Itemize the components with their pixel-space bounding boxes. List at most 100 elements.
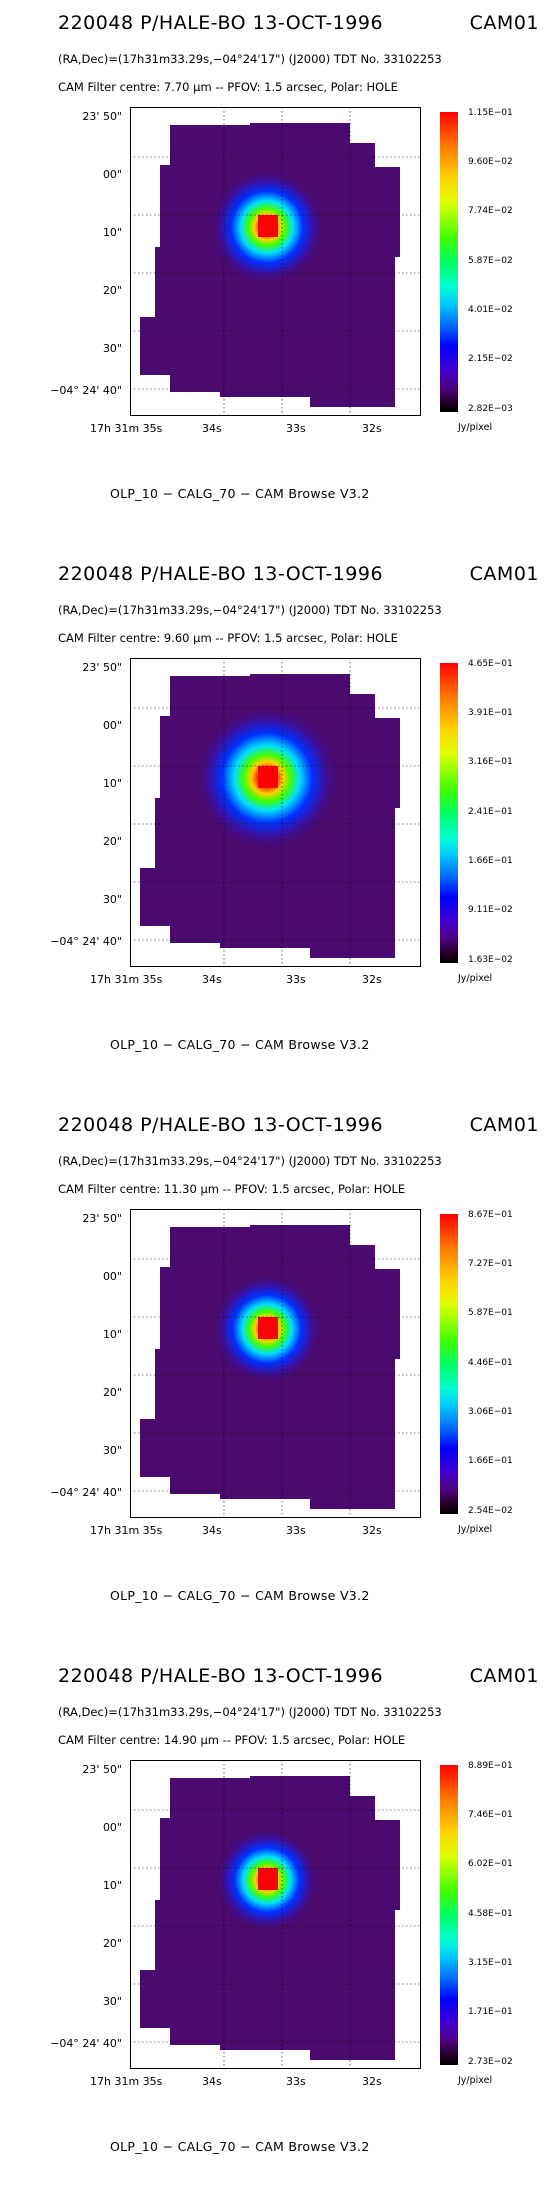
panel-title: 220048 P/HALE-BO 13-OCT-1996 bbox=[58, 1114, 384, 1136]
colorbar-tick: 4.01E−02 bbox=[468, 305, 513, 315]
colorbar-tick: 2.15E−02 bbox=[468, 354, 513, 364]
y-tick: 30" bbox=[102, 893, 122, 906]
colorbar-tick: 3.15E−01 bbox=[468, 1958, 513, 1968]
image-plot bbox=[130, 107, 421, 416]
colorbar-tick: 2.73E−02 bbox=[468, 2057, 513, 2067]
image-panel-4: 220048 P/HALE-BO 13-OCT-1996 CAM01 (RA,D… bbox=[0, 1653, 551, 2204]
colorbar-tick: 4.65E−01 bbox=[468, 659, 513, 669]
colorbar-tick: 8.67E−01 bbox=[468, 1210, 513, 1220]
y-tick: 20" bbox=[102, 1937, 122, 1950]
colorbar-tick: 7.27E−01 bbox=[468, 1259, 513, 1269]
footer-text: OLP_10 − CALG_70 − CAM Browse V3.2 bbox=[110, 2139, 370, 2154]
y-tick: 30" bbox=[102, 1444, 122, 1457]
colorbar-tick: 2.41E−01 bbox=[468, 807, 513, 817]
x-tick: 33s bbox=[286, 2075, 306, 2088]
x-tick: 32s bbox=[362, 973, 382, 986]
panel-title: 220048 P/HALE-BO 13-OCT-1996 bbox=[58, 12, 384, 34]
colorbar-tick: 7.74E−02 bbox=[468, 206, 513, 216]
coordinates-line: (RA,Dec)=(17h31m33.29s,−04°24'17") (J200… bbox=[58, 603, 442, 617]
camera-id: CAM01 bbox=[469, 1665, 539, 1687]
x-tick: 17h 31m 35s bbox=[90, 2075, 163, 2088]
colorbar-tick: 1.66E−01 bbox=[468, 856, 513, 866]
colorbar bbox=[440, 112, 458, 412]
x-tick: 17h 31m 35s bbox=[90, 422, 163, 435]
colorbar-tick: 3.91E−01 bbox=[468, 708, 513, 718]
camera-id: CAM01 bbox=[469, 12, 539, 34]
colorbar-tick: 2.54E−02 bbox=[468, 1506, 513, 1516]
colorbar-unit: Jy/pixel bbox=[458, 973, 493, 984]
x-tick: 17h 31m 35s bbox=[90, 973, 163, 986]
footer-text: OLP_10 − CALG_70 − CAM Browse V3.2 bbox=[110, 1588, 370, 1603]
x-tick: 34s bbox=[202, 1524, 222, 1537]
colorbar-unit: Jy/pixel bbox=[458, 422, 493, 433]
y-tick: 20" bbox=[102, 835, 122, 848]
x-tick: 33s bbox=[286, 1524, 306, 1537]
image-panel-1: 220048 P/HALE-BO 13-OCT-1996 CAM01 (RA,D… bbox=[0, 0, 551, 551]
y-tick: −04° 24' 40" bbox=[50, 935, 122, 948]
x-tick: 33s bbox=[286, 422, 306, 435]
colorbar-tick: 1.71E−01 bbox=[468, 2007, 513, 2017]
x-tick: 32s bbox=[362, 1524, 382, 1537]
colorbar bbox=[440, 1214, 458, 1514]
y-tick: −04° 24' 40" bbox=[50, 1486, 122, 1499]
colorbar-tick: 9.11E−02 bbox=[468, 905, 513, 915]
colorbar-tick: 7.46E−01 bbox=[468, 1810, 513, 1820]
colorbar-tick: 8.89E−01 bbox=[468, 1761, 513, 1771]
y-tick: −04° 24' 40" bbox=[50, 2037, 122, 2050]
coordinates-line: (RA,Dec)=(17h31m33.29s,−04°24'17") (J200… bbox=[58, 1154, 442, 1168]
colorbar-tick: 5.87E−02 bbox=[468, 256, 513, 266]
y-tick: 10" bbox=[102, 226, 122, 239]
x-tick: 33s bbox=[286, 973, 306, 986]
colorbar bbox=[440, 1765, 458, 2065]
y-tick: −04° 24' 40" bbox=[50, 384, 122, 397]
colorbar-tick: 6.02E−01 bbox=[468, 1859, 513, 1869]
y-tick: 10" bbox=[102, 777, 122, 790]
colorbar-tick: 1.15E−01 bbox=[468, 108, 513, 118]
y-tick: 23' 50" bbox=[82, 1212, 122, 1225]
colorbar bbox=[440, 663, 458, 963]
image-panel-3: 220048 P/HALE-BO 13-OCT-1996 CAM01 (RA,D… bbox=[0, 1102, 551, 1653]
y-tick: 00" bbox=[102, 1821, 122, 1834]
image-plot bbox=[130, 658, 421, 967]
colorbar-tick: 5.87E−01 bbox=[468, 1308, 513, 1318]
colorbar-tick: 4.46E−01 bbox=[468, 1358, 513, 1368]
footer-text: OLP_10 − CALG_70 − CAM Browse V3.2 bbox=[110, 1037, 370, 1052]
coordinates-line: (RA,Dec)=(17h31m33.29s,−04°24'17") (J200… bbox=[58, 1705, 442, 1719]
y-tick: 00" bbox=[102, 1270, 122, 1283]
footer-text: OLP_10 − CALG_70 − CAM Browse V3.2 bbox=[110, 486, 370, 501]
y-tick: 10" bbox=[102, 1328, 122, 1341]
y-tick: 20" bbox=[102, 1386, 122, 1399]
filter-line: CAM Filter centre: 11.30 μm -- PFOV: 1.5… bbox=[58, 1182, 406, 1196]
colorbar-unit: Jy/pixel bbox=[458, 1524, 493, 1535]
y-tick: 10" bbox=[102, 1879, 122, 1892]
colorbar-tick: 9.60E−02 bbox=[468, 157, 513, 167]
colorbar-tick: 1.63E−02 bbox=[468, 955, 513, 965]
y-tick: 20" bbox=[102, 284, 122, 297]
x-tick: 17h 31m 35s bbox=[90, 1524, 163, 1537]
y-tick: 23' 50" bbox=[82, 1763, 122, 1776]
coordinates-line: (RA,Dec)=(17h31m33.29s,−04°24'17") (J200… bbox=[58, 52, 442, 66]
x-tick: 34s bbox=[202, 2075, 222, 2088]
x-tick: 34s bbox=[202, 973, 222, 986]
y-tick: 23' 50" bbox=[82, 110, 122, 123]
x-tick: 32s bbox=[362, 422, 382, 435]
y-tick: 23' 50" bbox=[82, 661, 122, 674]
colorbar-tick: 3.06E−01 bbox=[468, 1407, 513, 1417]
colorbar-tick: 1.66E−01 bbox=[468, 1456, 513, 1466]
filter-line: CAM Filter centre: 14.90 μm -- PFOV: 1.5… bbox=[58, 1733, 406, 1747]
panel-title: 220048 P/HALE-BO 13-OCT-1996 bbox=[58, 563, 384, 585]
y-tick: 30" bbox=[102, 1995, 122, 2008]
image-panel-2: 220048 P/HALE-BO 13-OCT-1996 CAM01 (RA,D… bbox=[0, 551, 551, 1102]
colorbar-tick: 4.58E−01 bbox=[468, 1909, 513, 1919]
image-plot bbox=[130, 1760, 421, 2069]
camera-id: CAM01 bbox=[469, 563, 539, 585]
panel-title: 220048 P/HALE-BO 13-OCT-1996 bbox=[58, 1665, 384, 1687]
y-tick: 00" bbox=[102, 168, 122, 181]
x-tick: 32s bbox=[362, 2075, 382, 2088]
y-tick: 00" bbox=[102, 719, 122, 732]
colorbar-tick: 3.16E−01 bbox=[468, 757, 513, 767]
colorbar-tick: 2.82E−03 bbox=[468, 404, 513, 414]
camera-id: CAM01 bbox=[469, 1114, 539, 1136]
image-plot bbox=[130, 1209, 421, 1518]
colorbar-unit: Jy/pixel bbox=[458, 2075, 493, 2086]
